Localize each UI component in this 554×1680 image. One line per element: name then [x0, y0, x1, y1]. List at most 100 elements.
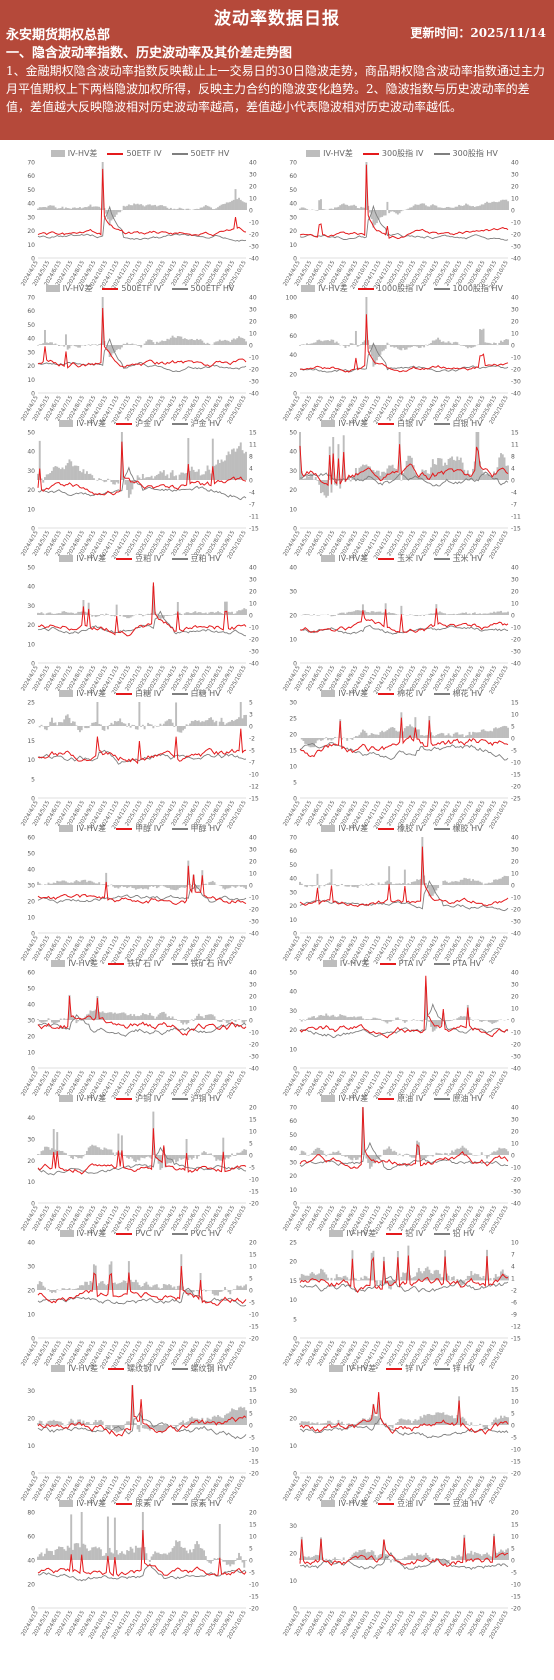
legend-label: IV-HV差: [338, 554, 369, 563]
iv-hv-diff-bar: [80, 1155, 83, 1159]
iv-hv-diff-bar: [470, 345, 473, 348]
y2-tick-label: 20: [511, 589, 519, 596]
y2-tick-label: -7: [249, 760, 255, 767]
iv-hv-diff-bar: [185, 339, 188, 345]
y2-tick-label: 0: [511, 1558, 515, 1565]
y2-tick-label: -20: [511, 784, 521, 791]
iv-hv-diff-bar: [346, 1017, 349, 1020]
y2-tick-label: -15: [511, 772, 521, 779]
iv-hv-diff-bar: [196, 338, 199, 345]
iv-hv-diff-bar: [245, 1020, 247, 1022]
iv-hv-diff-bar: [171, 335, 174, 345]
iv-hv-diff-bar: [389, 1560, 392, 1563]
iv-hv-diff-bar: [300, 471, 303, 480]
iv-hv-diff-bar: [203, 1550, 206, 1560]
iv-hv-diff-bar: [381, 471, 384, 480]
y2-tick-label: -10: [249, 220, 259, 227]
iv-hv-diff-bar: [58, 467, 60, 480]
iv-hv-diff-bar: [110, 345, 113, 356]
iv-hv-diff-bar: [313, 1150, 315, 1155]
iv-hv-diff-bar: [402, 1155, 405, 1157]
iv-hv-diff-bar: [374, 210, 377, 225]
iv-hv-diff-bar: [444, 735, 447, 738]
y2-tick-label: 10: [249, 196, 257, 203]
legend-item: IV-HV差: [329, 1363, 376, 1374]
chart-legend: IV-HV差 PVC IV PVC HV: [14, 1228, 266, 1242]
iv-hv-diff-bar: [171, 1155, 174, 1163]
iv-hv-diff-bar: [178, 1155, 181, 1159]
iv-hv-diff-bar: [447, 1560, 450, 1563]
y-tick-label: 50: [289, 862, 297, 869]
iv-hv-diff-bar: [91, 206, 94, 210]
iv-hv-diff-bar: [166, 1285, 169, 1290]
y2-tick-label: 10: [511, 1006, 519, 1013]
iv-hv-diff-bar: [106, 478, 109, 480]
iv-hv-diff-bar: [452, 881, 455, 885]
iv-hv-diff-bar: [203, 1018, 206, 1020]
iv-hv-diff-bar: [465, 735, 468, 738]
iv-hv-diff-bar: [494, 1417, 497, 1425]
iv-hv-diff-bar: [407, 1154, 410, 1155]
iv-hv-diff-bar: [424, 882, 427, 885]
iv-hv-diff-bar: [493, 1533, 495, 1560]
iv-hv-diff-bar: [431, 1155, 434, 1157]
iv-hv-diff-bar: [484, 730, 487, 738]
iv-hv-diff-bar: [75, 1155, 78, 1157]
iv-hv-diff-bar: [372, 470, 375, 480]
legend-item: IV-HV差: [321, 418, 368, 429]
iv-hv-diff-bar: [227, 451, 230, 480]
iv-hv-diff-bar: [416, 729, 419, 738]
iv-hv-diff-bar: [423, 1155, 426, 1159]
iv-hv-diff-bar: [197, 1155, 200, 1157]
iv-hv-diff-bar: [89, 473, 92, 480]
iv-hv-diff-bar: [106, 1012, 109, 1020]
iv-hv-diff-bar: [96, 206, 99, 210]
y-tick-label: 60: [289, 333, 297, 340]
iv-hv-diff-bar: [87, 726, 90, 729]
iv-hv-diff-bar: [218, 1523, 221, 1560]
iv-hv-diff-bar: [220, 613, 223, 615]
iv-hv-diff-bar: [419, 735, 422, 738]
y2-tick-label: -11: [511, 514, 521, 521]
iv-hv-diff-bar: [80, 611, 83, 615]
iv-hv-diff-bar: [445, 342, 448, 345]
iv-hv-diff-bar: [395, 1423, 398, 1425]
iv-hv-diff-bar: [424, 1268, 427, 1281]
y2-tick-label: 5: [249, 1276, 253, 1283]
iv-hv-diff-bar: [227, 885, 230, 889]
iv-hv-diff-bar: [143, 1155, 146, 1159]
iv-hv-diff-bar: [220, 459, 223, 480]
y-tick-label: 20: [27, 899, 35, 906]
iv-hv-diff-bar: [238, 1152, 240, 1155]
iv-hv-diff-bar: [140, 1015, 143, 1020]
iv-hv-diff-bar: [180, 1155, 183, 1160]
iv-hv-diff-bar: [215, 1155, 218, 1161]
iv-hv-diff-bar: [340, 738, 343, 740]
iv-hv-diff-bar: [192, 1548, 195, 1560]
y2-tick-label: 0: [249, 613, 253, 620]
iv-hv-diff-bar: [335, 1423, 338, 1425]
iv-hv-diff-bar: [321, 738, 324, 741]
iv-hv-diff-bar: [381, 1020, 384, 1021]
iv-hv-diff-bar: [500, 1148, 502, 1155]
iv-hv-diff-bar: [493, 879, 495, 885]
iv-hv-diff-bar: [330, 1153, 333, 1155]
iv-hv-diff-bar: [224, 724, 226, 726]
iv-hv-diff-bar: [402, 1558, 405, 1560]
iv-hv-diff-bar: [410, 1020, 413, 1021]
y2-tick-label: -10: [249, 625, 259, 632]
iv-hv-diff-bar: [236, 611, 239, 615]
legend-swatch: [108, 962, 125, 965]
iv-hv-diff-bar: [152, 1554, 155, 1560]
iv-hv-diff-bar: [400, 883, 403, 885]
iv-hv-diff-bar: [225, 1155, 228, 1158]
iv-hv-diff-bar: [375, 1155, 378, 1160]
iv-hv-diff-bar: [503, 875, 506, 885]
iv-hv-diff-bar: [169, 885, 172, 890]
iv-hv-diff-bar: [162, 723, 165, 726]
iv-hv-diff-bar: [213, 1016, 216, 1020]
iv-hv-diff-bar: [220, 1559, 223, 1560]
iv-hv-diff-bar: [496, 611, 499, 615]
iv-hv-diff-bar: [449, 735, 452, 738]
iv-hv-diff-bar: [398, 1559, 401, 1560]
